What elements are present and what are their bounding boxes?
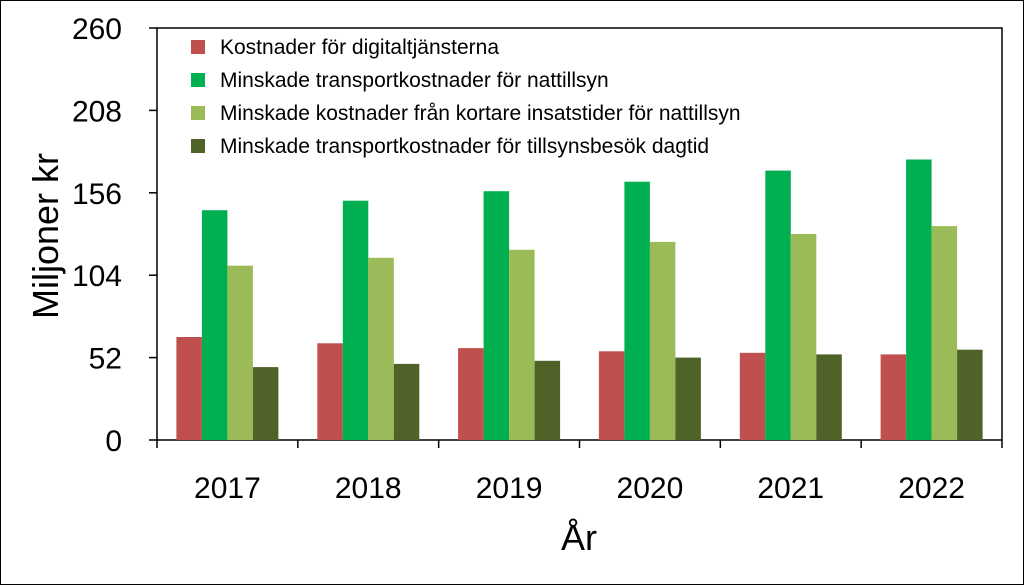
bars-group xyxy=(176,159,983,440)
y-tick-label: 52 xyxy=(89,343,122,376)
bar-2017-series-4 xyxy=(252,367,279,440)
bar-2020-series-2 xyxy=(624,181,650,440)
bar-2019-series-4 xyxy=(534,360,561,440)
bar-2017-series-2 xyxy=(201,210,228,440)
legend-label-2: Minskade transportkostnader för nattills… xyxy=(220,69,609,92)
y-tick-label: 104 xyxy=(72,260,122,293)
legend-swatch-2 xyxy=(191,73,205,87)
y-tick-label: 0 xyxy=(105,425,122,458)
bar-2021-series-2 xyxy=(765,170,791,440)
legend: Kostnader för digitaltjänsterna Minskade … xyxy=(191,36,741,158)
x-axis-title: År xyxy=(561,517,597,558)
bar-2019-series-1 xyxy=(458,348,484,440)
bar-2020-series-4 xyxy=(675,357,701,440)
y-tick-label: 156 xyxy=(72,178,122,211)
bar-2018-series-2 xyxy=(342,200,369,440)
y-tick-label: 260 xyxy=(72,13,122,46)
bar-2022-series-2 xyxy=(906,159,932,440)
legend-label-3: Minskade kostnader från kortare insatsti… xyxy=(220,102,741,125)
bar-2018-series-1 xyxy=(317,343,343,440)
x-tick-label: 2021 xyxy=(757,472,824,505)
bar-2022-series-4 xyxy=(957,349,983,440)
bar-2020-series-1 xyxy=(598,351,625,440)
bar-2017-series-1 xyxy=(176,337,202,440)
x-tick-label: 2022 xyxy=(898,472,965,505)
bar-2022-series-3 xyxy=(931,226,958,440)
y-tick-label: 208 xyxy=(72,95,122,128)
x-axis: 2017 2018 2019 2020 2021 2022 xyxy=(156,440,1003,505)
bar-2018-series-3 xyxy=(368,257,394,440)
x-tick-label: 2019 xyxy=(476,472,543,505)
bar-2018-series-4 xyxy=(393,363,420,440)
legend-label-4: Minskade transportkostnader för tillsyns… xyxy=(220,135,709,158)
legend-swatch-3 xyxy=(191,106,205,120)
bar-2017-series-3 xyxy=(227,265,253,440)
y-axis-title: Miljoner kr xyxy=(25,153,66,319)
x-tick-label: 2017 xyxy=(194,472,261,505)
bar-2022-series-1 xyxy=(880,354,907,440)
legend-label-1: Kostnader för digitaltjänsterna xyxy=(220,36,499,59)
bar-2021-series-4 xyxy=(816,354,842,440)
bar-2021-series-3 xyxy=(790,234,817,440)
x-tick-label: 2018 xyxy=(335,472,402,505)
bar-2021-series-1 xyxy=(739,352,766,440)
legend-swatch-4 xyxy=(191,139,205,153)
legend-swatch-1 xyxy=(191,40,205,54)
y-axis: 0 52 104 156 208 260 xyxy=(72,13,157,458)
bar-2019-series-2 xyxy=(483,191,510,440)
x-tick-label: 2020 xyxy=(617,472,684,505)
bar-2020-series-3 xyxy=(649,241,676,440)
bar-2019-series-3 xyxy=(509,249,535,440)
